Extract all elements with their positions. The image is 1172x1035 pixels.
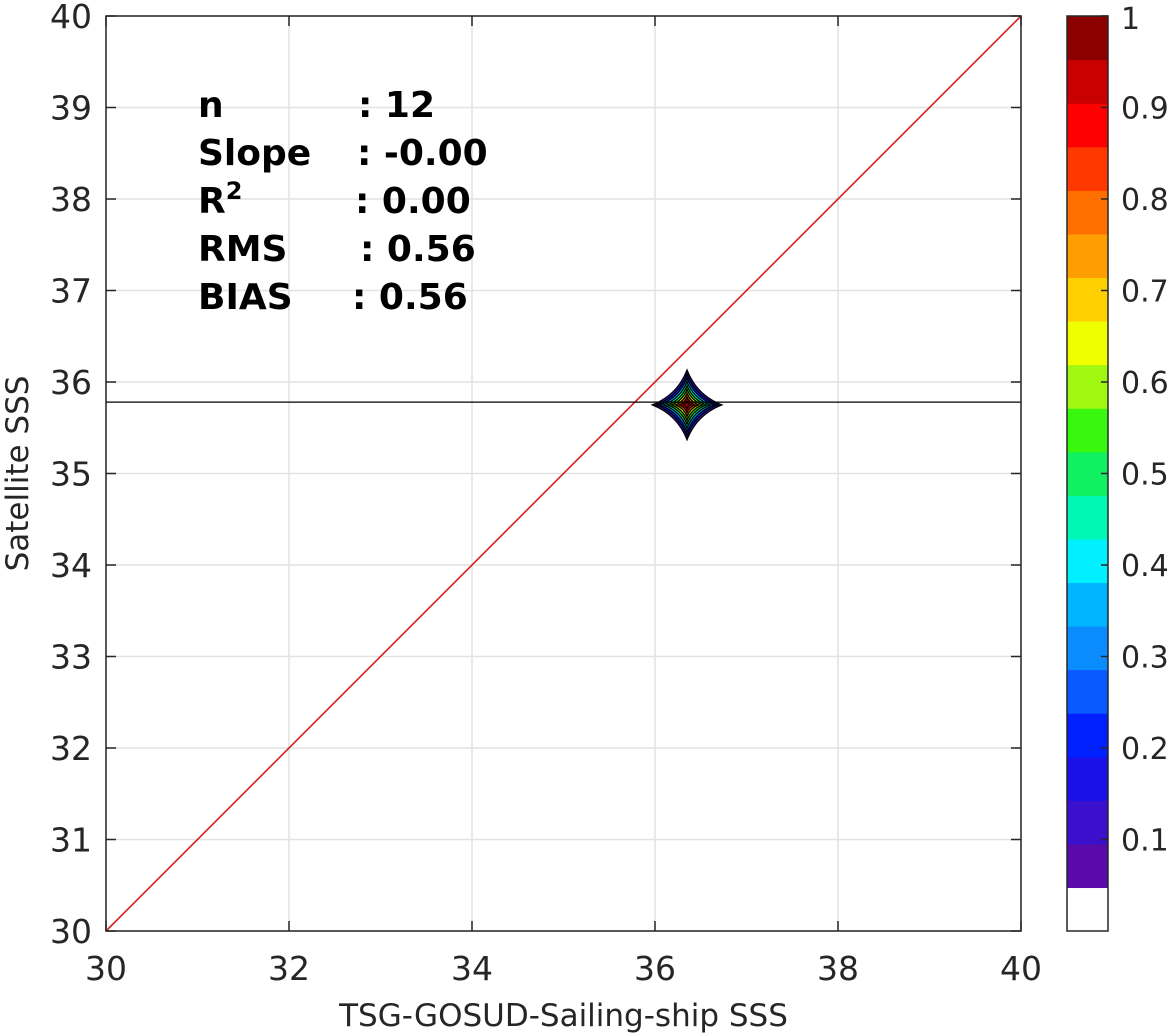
colorbar-segment xyxy=(1067,103,1108,148)
density-contour-level xyxy=(681,399,693,411)
colorbar-segment xyxy=(1067,59,1108,104)
y-tick-label: 31 xyxy=(50,821,92,860)
colorbar-tick-label: 0.1 xyxy=(1121,824,1169,859)
y-tick-label: 39 xyxy=(50,89,92,128)
axis-ticks xyxy=(105,15,1022,932)
x-tick-label: 32 xyxy=(268,949,310,988)
stat-value: : 0.00 xyxy=(355,181,471,222)
x-axis-tick-labels: 30 32 34 36 38 40 xyxy=(85,949,1042,988)
y-tick-label: 34 xyxy=(50,546,92,585)
colorbar-segment xyxy=(1067,756,1108,801)
colorbar-tick-label: 0.7 xyxy=(1121,275,1169,310)
stat-value: : 0.56 xyxy=(360,229,476,270)
colorbar-segment xyxy=(1067,669,1108,714)
y-tick-label: 36 xyxy=(50,363,92,402)
y-axis-label: Satellite SSS xyxy=(0,376,36,572)
colorbar-tick-label: 0.4 xyxy=(1121,549,1169,584)
x-axis-label: TSG-GOSUD-Sailing-ship SSS xyxy=(338,998,788,1034)
colorbar-segment xyxy=(1067,626,1108,671)
stat-value: : 12 xyxy=(358,85,435,126)
colorbar: 0.1 0.2 0.3 0.4 0.5 0.6 0.7 0.8 0.9 1 xyxy=(1066,2,1169,932)
colorbar-tick-label: 0.8 xyxy=(1121,183,1169,218)
stat-label: n xyxy=(198,85,224,126)
x-tick-label: 34 xyxy=(451,949,493,988)
colorbar-tick-label: 0.5 xyxy=(1121,458,1169,493)
y-tick-label: 37 xyxy=(50,272,92,311)
statistics-annotation: n : 12 Slope : -0.00 R2 : 0.00 RMS : 0.56 BIAS : … xyxy=(198,85,488,318)
x-tick-label: 30 xyxy=(85,949,127,988)
colorbar-segment xyxy=(1067,190,1108,235)
colorbar-tick-label: 0.6 xyxy=(1121,366,1169,401)
colorbar-segment xyxy=(1067,538,1108,584)
colorbar-segment xyxy=(1067,146,1108,191)
colorbar-segment xyxy=(1067,582,1108,627)
y-tick-label: 35 xyxy=(50,455,92,494)
x-tick-label: 36 xyxy=(634,949,676,988)
colorbar-segment xyxy=(1067,233,1108,279)
density-contours xyxy=(650,368,724,442)
colorbar-tick-label: 0.3 xyxy=(1121,641,1169,676)
colorbar-tick-label: 0.9 xyxy=(1121,92,1169,127)
x-tick-label: 40 xyxy=(1000,949,1042,988)
colorbar-tick-label: 1 xyxy=(1121,2,1140,37)
y-tick-label: 32 xyxy=(50,729,92,768)
y-axis-tick-labels: 30 31 32 33 34 35 36 37 38 39 40 xyxy=(50,0,92,951)
colorbar-tick-label: 0.2 xyxy=(1121,732,1169,767)
colorbar-segment xyxy=(1067,887,1108,932)
x-tick-label: 38 xyxy=(817,949,859,988)
colorbar-segment xyxy=(1067,277,1108,322)
y-tick-label: 40 xyxy=(50,0,92,36)
stat-value: : 0.56 xyxy=(352,277,468,318)
y-tick-label: 33 xyxy=(50,638,92,677)
stat-label: BIAS xyxy=(198,277,293,318)
colorbar-segment xyxy=(1067,408,1108,453)
colorbar-segment xyxy=(1067,713,1108,758)
colorbar-segment xyxy=(1067,495,1108,540)
y-tick-label: 38 xyxy=(50,180,92,219)
colorbar-segment xyxy=(1067,364,1108,409)
stat-label: Slope xyxy=(198,133,311,174)
stat-label: RMS xyxy=(198,229,287,270)
stat-value: : -0.00 xyxy=(357,133,488,174)
colorbar-segment xyxy=(1067,321,1108,366)
colorbar-segment xyxy=(1067,16,1108,61)
colorbar-segment xyxy=(1067,843,1108,889)
one-to-one-line xyxy=(105,15,1022,932)
colorbar-segment xyxy=(1067,800,1108,845)
y-tick-label: 30 xyxy=(50,912,92,951)
stat-label: R2 xyxy=(198,177,242,222)
